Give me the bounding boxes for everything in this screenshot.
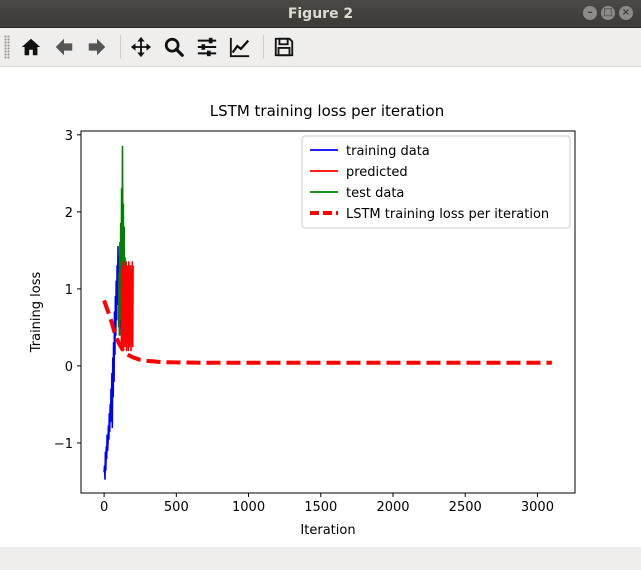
toolbar-grip[interactable]: [4, 35, 10, 59]
legend-box: [301, 135, 571, 229]
toolbar-separator: [120, 35, 121, 59]
sliders-icon: [197, 37, 217, 57]
window-title: Figure 2: [287, 5, 354, 22]
plot-svg: LSTM training loss per iteration 0 500 100…: [29, 102, 576, 538]
window-controls: – □ ×: [583, 6, 633, 20]
forward-button[interactable]: [82, 32, 112, 62]
series-line-predicted: [120, 261, 134, 352]
save-button[interactable]: [269, 32, 299, 62]
legend-label: LSTM training loss per iteration: [346, 207, 549, 222]
y-tick-label: 1: [65, 283, 73, 298]
y-tick-label: 3: [65, 129, 73, 144]
home-button[interactable]: [16, 32, 46, 62]
arrow-left-icon: [55, 38, 73, 56]
status-bar: [0, 547, 641, 570]
back-button[interactable]: [49, 32, 79, 62]
axes-layer: 0 500 1000 1500 2000 2500 3000 −1 0 1 2 3: [54, 129, 554, 515]
close-icon[interactable]: ×: [619, 6, 633, 20]
minimize-icon[interactable]: –: [583, 6, 597, 20]
y-tick-label: −1: [54, 437, 73, 452]
move-icon: [130, 36, 152, 58]
series-line-lstm-training-loss-per-iteration: [102, 299, 552, 365]
legend-label: training data: [346, 144, 430, 159]
x-tick-label: 1500: [304, 500, 337, 515]
x-tick-label: 1000: [232, 500, 265, 515]
configure-subplots-button[interactable]: [192, 32, 222, 62]
edit-axis-button[interactable]: [225, 32, 255, 62]
x-tick-label: 500: [164, 500, 189, 515]
legend: training data predicted test data LSTM trai…: [301, 135, 571, 229]
navigation-toolbar: [0, 28, 641, 67]
axes-frame: [80, 130, 576, 494]
y-tick-label: 0: [65, 360, 73, 375]
series-layer: [102, 145, 552, 480]
x-tick-label: 0: [100, 500, 108, 515]
y-axis-label: Training loss: [29, 272, 44, 354]
magnifier-icon: [164, 37, 184, 57]
maximize-icon[interactable]: □: [601, 6, 615, 20]
legend-label: test data: [346, 186, 404, 201]
arrow-right-icon: [88, 38, 106, 56]
pan-button[interactable]: [126, 32, 156, 62]
y-tick-label: 2: [65, 206, 73, 221]
zoom-button[interactable]: [159, 32, 189, 62]
x-tick-label: 3000: [521, 500, 554, 515]
floppy-disk-icon: [274, 37, 294, 57]
x-tick-label: 2500: [449, 500, 482, 515]
window-titlebar: Figure 2 – □ ×: [0, 0, 641, 28]
x-tick-label: 2000: [376, 500, 409, 515]
chart-title: LSTM training loss per iteration: [210, 102, 444, 120]
figure-canvas[interactable]: LSTM training loss per iteration 0 500 100…: [0, 67, 641, 547]
toolbar-separator: [263, 35, 264, 59]
legend-label: predicted: [346, 165, 408, 180]
home-icon: [21, 38, 41, 56]
x-axis-label: Iteration: [300, 523, 355, 538]
chart-line-icon: [229, 37, 250, 58]
